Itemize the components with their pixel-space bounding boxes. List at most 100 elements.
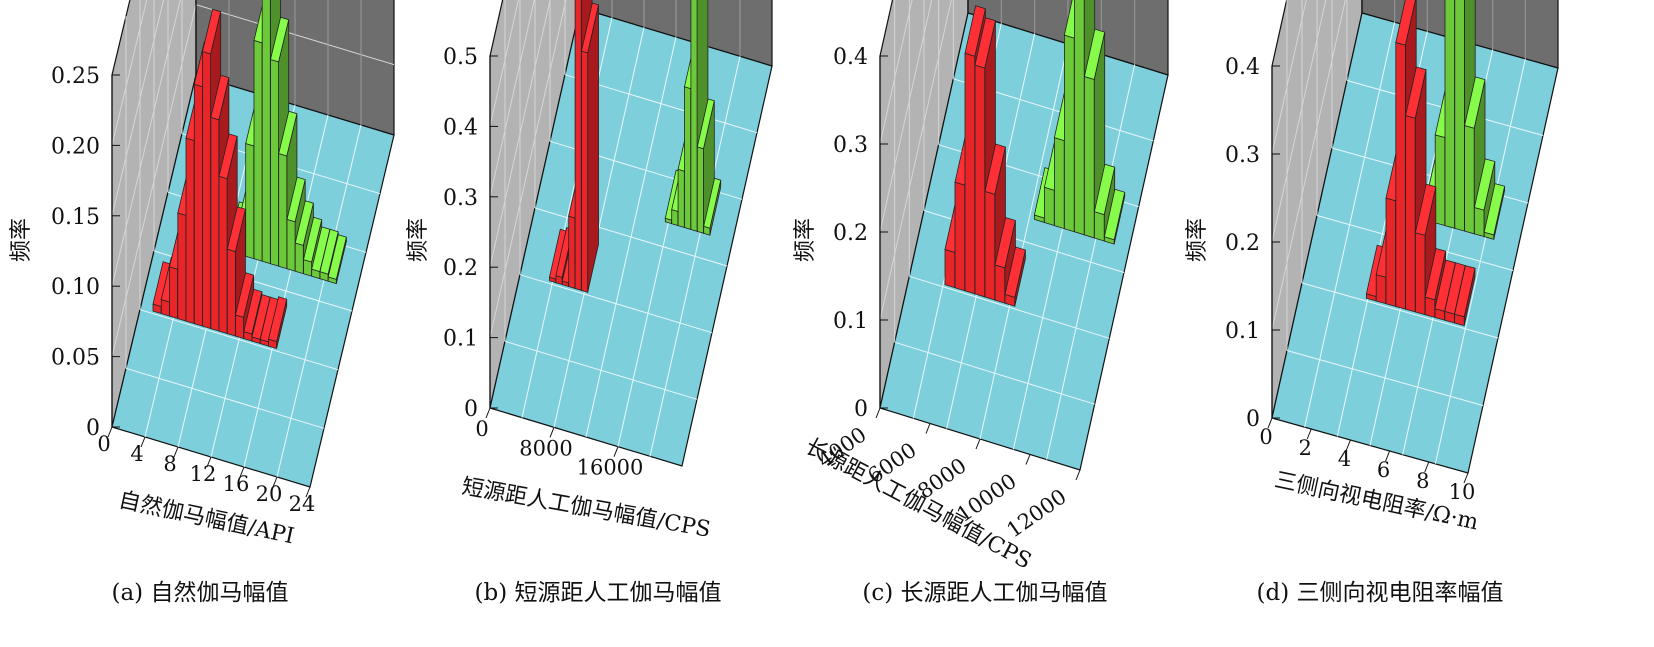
bar-green (327, 234, 347, 285)
x-tick (1424, 461, 1430, 473)
bar-front (1074, 0, 1085, 236)
bar-front (218, 175, 228, 335)
bar-top (1395, 0, 1416, 46)
x-tick-label: 20 (256, 482, 283, 506)
x-tick (305, 486, 311, 498)
bar-red (581, 2, 599, 293)
bar-top (218, 133, 238, 180)
bar-front (1434, 134, 1446, 227)
y-axis-label: 频率 (406, 218, 431, 262)
bar-front (677, 168, 685, 229)
x-tick (549, 427, 555, 438)
x-tick (875, 407, 881, 419)
y-tick-label: 0.3 (443, 186, 478, 211)
bar-top (268, 296, 288, 343)
bar-top (303, 216, 323, 263)
bar-front (245, 142, 255, 260)
bar-front (294, 242, 304, 275)
bar-top (1473, 158, 1496, 211)
x-tick-label: 8 (163, 452, 176, 476)
bar-top (226, 206, 246, 253)
x-tick-label: 10 (1449, 480, 1476, 504)
x-tick-label: 0 (475, 417, 488, 441)
x-tick-label: 8 (1416, 469, 1429, 493)
x-tick (1306, 428, 1312, 440)
x-tick (1075, 469, 1081, 481)
bar-top (1414, 183, 1437, 236)
bar-top (696, 98, 715, 150)
x-tick-label: 8000 (519, 436, 572, 460)
y-tick-label: 0.4 (833, 45, 868, 70)
bar-front (226, 248, 236, 337)
y-tick-label: 0.15 (51, 205, 100, 230)
bar-top (319, 228, 339, 275)
x-tick (1463, 472, 1469, 484)
bar-front (1044, 186, 1055, 227)
y-tick-label: 0.2 (833, 221, 868, 246)
bar-front (177, 212, 187, 322)
bar-red (1414, 183, 1437, 316)
y-tick-label: 0.3 (833, 133, 868, 158)
x-tick (140, 436, 146, 448)
bar-top (1103, 188, 1126, 241)
bar-green (696, 98, 715, 234)
bar-top (202, 8, 222, 55)
x-tick (925, 423, 931, 434)
bar-front (984, 190, 996, 301)
bar-front (671, 209, 679, 227)
y-tick-label: 0.4 (443, 115, 478, 140)
panel-caption: (d) 三侧向视电阻率幅值 (1257, 580, 1504, 606)
y-axis-label: 频率 (1185, 218, 1210, 262)
bar-front (1415, 232, 1426, 316)
y-tick-label: 0.1 (1225, 319, 1260, 344)
x-tick (1025, 454, 1031, 465)
bar-top (1454, 265, 1476, 318)
bar-top (581, 2, 599, 54)
y-tick-label: 0.2 (443, 256, 478, 281)
x-tick (1267, 417, 1273, 429)
bar-top (210, 74, 230, 121)
bar-front (1395, 41, 1406, 310)
bar-top (270, 16, 290, 63)
bar-front (1375, 274, 1387, 305)
bar-top (964, 5, 986, 57)
y-tick-label: 0.4 (1225, 55, 1260, 80)
bar-front (185, 137, 195, 325)
y-tick-label: 0 (464, 397, 478, 422)
x-tick (1385, 450, 1391, 462)
y-tick-label: 0 (854, 397, 868, 422)
y-tick-label: 0.20 (51, 134, 100, 159)
bar-top (1093, 163, 1116, 216)
bar-red (268, 296, 288, 350)
bar-top (294, 200, 314, 246)
bar-front (278, 152, 288, 270)
bar-top (1424, 248, 1447, 301)
x-tick-label: 4 (1338, 447, 1351, 471)
bar-front (1054, 137, 1065, 230)
x-tick (485, 407, 491, 419)
bar-top (1004, 246, 1026, 298)
x-tick-label: 16 (223, 472, 250, 496)
y-axis-label: 频率 (793, 218, 818, 262)
bar-front (261, 0, 271, 265)
bar-front (568, 215, 576, 289)
bar-top (1083, 28, 1106, 81)
bar-front (235, 314, 245, 340)
x-tick-label: 16000 (577, 456, 644, 480)
bar-front (954, 181, 966, 292)
bar-side (587, 4, 599, 293)
bar-top (235, 272, 255, 318)
bar-front (202, 50, 212, 330)
bar-green (1483, 183, 1506, 240)
bar-front (253, 39, 263, 262)
bar-front (696, 146, 704, 234)
bar-green (1103, 188, 1126, 245)
bar-green (703, 177, 722, 236)
bar-red (1004, 246, 1026, 307)
bar-front (581, 50, 589, 293)
bar-green (1093, 163, 1116, 242)
x-tick (107, 426, 113, 438)
